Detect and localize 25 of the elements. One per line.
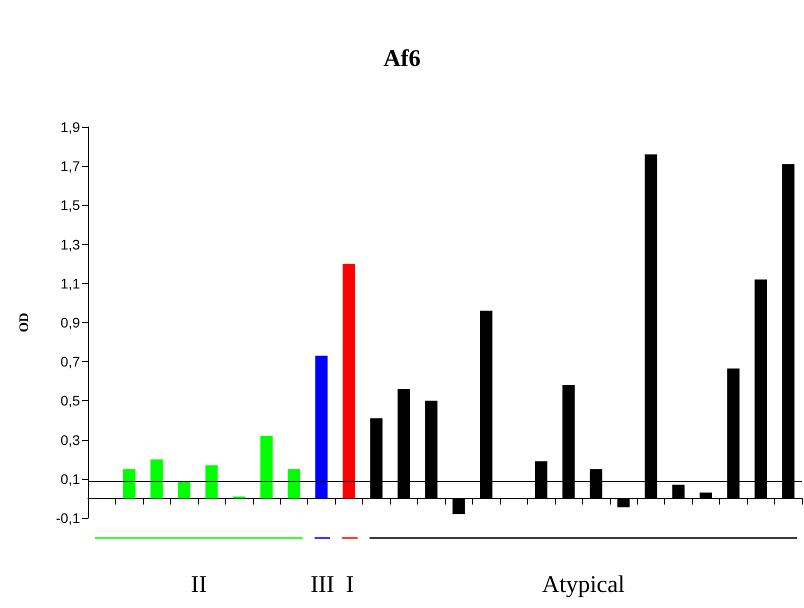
- bar: [315, 356, 328, 498]
- bar: [342, 264, 356, 498]
- y-tick-label: 0,7: [60, 354, 80, 370]
- y-tick-label: 1,9: [60, 119, 80, 135]
- y-tick-label: 1,7: [60, 158, 80, 174]
- bar: [150, 459, 163, 498]
- bar: [288, 469, 300, 498]
- y-tick-label: 0,5: [60, 392, 80, 409]
- text: I: [346, 572, 354, 598]
- bar: [260, 436, 273, 498]
- text: III: [310, 572, 334, 598]
- y-tick-label: 0,9: [60, 314, 80, 330]
- y-tick-label: 1,3: [60, 236, 80, 252]
- y-axis-title: OD: [16, 312, 31, 332]
- chart-title: Af6: [383, 46, 421, 72]
- y-tick-label: 0,3: [60, 432, 80, 448]
- text: Atypical: [542, 572, 625, 598]
- bar: [205, 465, 218, 498]
- y-tick-label: 0,1: [60, 470, 80, 487]
- y-tick-label: -0,1: [56, 510, 80, 526]
- bar: [123, 469, 136, 498]
- text: II: [190, 572, 207, 598]
- bar: [178, 480, 190, 498]
- y-tick-label: 1,5: [60, 197, 80, 214]
- y-tick-label: 1,1: [60, 275, 80, 292]
